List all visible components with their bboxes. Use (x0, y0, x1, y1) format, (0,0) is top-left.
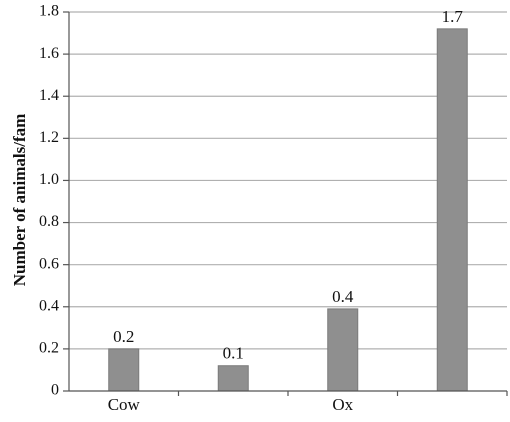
y-tick-label: 1.0 (39, 171, 59, 188)
gridlines (69, 11, 507, 350)
bar (108, 348, 140, 392)
y-tick-label: 0.8 (39, 213, 59, 230)
x-category-label: Ox (332, 395, 353, 414)
bar (436, 28, 468, 392)
y-tick-label: 1.2 (39, 129, 59, 146)
axes (63, 11, 508, 396)
x-category-label: Cow (108, 395, 141, 414)
y-tick-label: 1.8 (39, 3, 59, 20)
data-labels: 0.2 0.1 0.4 1.7 (113, 7, 463, 363)
y-tick-label: 0.4 (39, 297, 59, 314)
y-axis-title: Number of animals/fam (10, 114, 29, 287)
data-label: 1.7 (442, 7, 464, 26)
bars (108, 28, 468, 392)
data-label: 0.2 (113, 327, 134, 346)
y-tick-label: 0 (51, 382, 59, 399)
bar (327, 308, 359, 392)
y-tick-label: 0.2 (39, 340, 59, 357)
bar (217, 365, 249, 392)
tick-labels: 0 0.2 0.4 0.6 0.8 1.0 1.2 1.4 1.6 1.8 Cow Ox (39, 3, 354, 414)
y-tick-label: 1.6 (39, 45, 59, 62)
data-label: 0.1 (223, 344, 244, 363)
data-label: 0.4 (332, 287, 354, 306)
y-tick-label: 1.4 (39, 87, 59, 104)
y-tick-label: 0.6 (39, 255, 59, 272)
